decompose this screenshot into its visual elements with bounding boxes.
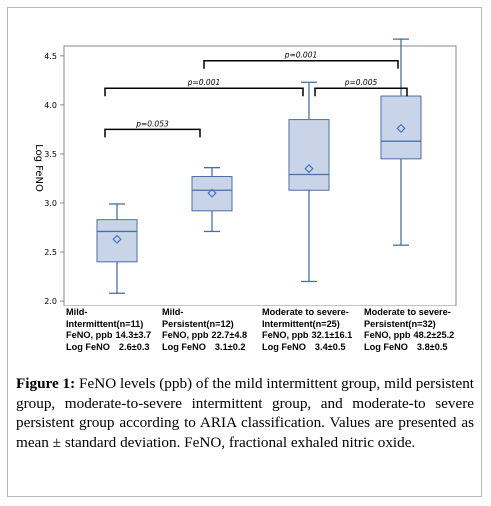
y-axis-label: Log FeNO	[33, 144, 44, 192]
box-plot-chart: 2.02.53.03.54.04.5 Log FeNO p=0.053p=0.0…	[33, 38, 457, 306]
feno-value: 48.2±25.2	[413, 330, 455, 340]
comparison-3: p=0.005	[314, 78, 408, 97]
figure-frame	[7, 7, 482, 497]
box-iqr	[96, 219, 138, 263]
feno-value: 14.3±3.7	[115, 330, 152, 340]
log-feno-label: Log FeNO	[162, 341, 206, 352]
comparison-bracket	[203, 59, 399, 69]
caption-text: FeNO levels (ppb) of the mild intermitte…	[16, 375, 475, 451]
category-name: Persistent(n=32)	[364, 318, 436, 329]
plot-area	[63, 45, 457, 306]
feno-label: FeNO, ppb	[66, 330, 113, 340]
p-value-label: p=0.005	[344, 78, 378, 87]
log-feno-value: 3.4±0.5	[314, 341, 346, 352]
log-feno-value: 3.1±0.2	[214, 341, 246, 352]
y-tick-label: 4.0	[44, 101, 57, 110]
feno-value: 32.1±16.1	[311, 330, 353, 340]
category-name: Intermittent(n=25)	[262, 318, 340, 329]
mean-marker	[112, 234, 122, 244]
log-feno-label: Log FeNO	[66, 341, 110, 352]
box-4	[380, 38, 422, 246]
log-feno-value: 2.6±0.3	[118, 341, 150, 352]
category-label-3: Moderate to severe- Intermittent(n=25) FeN…	[262, 307, 352, 353]
feno-label: FeNO, ppb	[364, 330, 411, 340]
y-tick-label: 3.5	[44, 150, 57, 159]
comparison-2: p=0.001	[104, 78, 304, 97]
log-feno-value: 3.8±0.5	[416, 341, 448, 352]
category-name: Mild-	[162, 307, 184, 317]
category-name: Persistent(n=12)	[162, 318, 234, 329]
category-name: Moderate to severe-	[364, 307, 451, 317]
comparison-bracket	[104, 128, 201, 138]
p-value-label: p=0.001	[284, 51, 318, 60]
category-label-4: Moderate to severe- Persistent(n=32) FeNO,…	[364, 307, 454, 353]
log-feno-label: Log FeNO	[262, 341, 306, 352]
category-name: Mild-	[66, 307, 88, 317]
box-iqr	[191, 175, 233, 212]
box-3	[288, 81, 330, 283]
comparison-brackets: p=0.053 p=0.001 p=0.005 p=0.001	[104, 51, 408, 138]
figure-caption: Figure 1: FeNO levels (ppb) of the mild …	[16, 374, 474, 452]
y-tick-label: 2.5	[44, 248, 57, 257]
category-label-2: Mild- Persistent(n=12) FeNO, ppb 22.7±4.8 Lo…	[162, 307, 247, 353]
box-1	[96, 203, 138, 294]
feno-value: 22.7±4.8	[211, 330, 248, 340]
y-tick-label: 3.0	[44, 199, 57, 208]
feno-label: FeNO, ppb	[262, 330, 309, 340]
comparison-4: p=0.001	[203, 51, 399, 69]
mean-marker	[304, 164, 314, 174]
category-name: Intermittent(n=11)	[66, 318, 144, 329]
y-tick-label: 2.0	[44, 297, 57, 306]
y-axis: 2.0 2.5 3.0 3.5 4.0 4.5	[44, 52, 64, 306]
p-value-label: p=0.053	[135, 119, 169, 128]
caption-label: Figure 1:	[16, 375, 76, 392]
category-label-1: Mild- Intermittent(n=11) FeNO, ppb 14.3±3.7…	[66, 307, 151, 353]
log-feno-label: Log FeNO	[364, 341, 408, 352]
comparison-1: p=0.053	[104, 119, 201, 138]
boxes-group	[96, 38, 422, 294]
p-value-label: p=0.001	[187, 78, 221, 87]
comparison-bracket	[314, 87, 408, 97]
category-name: Moderate to severe-	[262, 307, 349, 317]
box-2	[191, 167, 233, 233]
mean-marker	[396, 123, 406, 133]
y-tick-label: 4.5	[44, 52, 57, 61]
mean-marker	[207, 188, 217, 198]
feno-label: FeNO, ppb	[162, 330, 209, 340]
comparison-bracket	[104, 87, 304, 97]
box-iqr	[380, 95, 422, 160]
box-iqr	[288, 119, 330, 191]
